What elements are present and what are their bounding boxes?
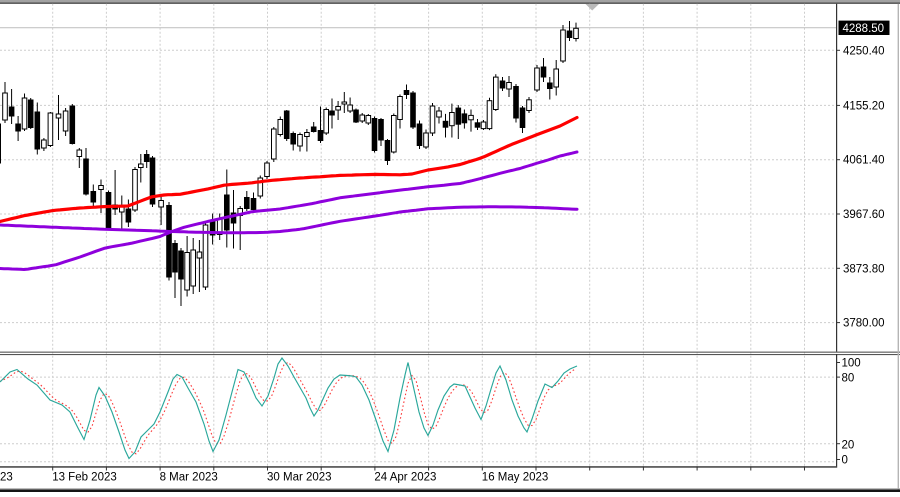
svg-text:16 May 2023: 16 May 2023 <box>482 472 549 484</box>
svg-text:80: 80 <box>842 373 855 385</box>
svg-text:3780.00: 3780.00 <box>843 318 885 330</box>
svg-text:4155.20: 4155.20 <box>843 100 885 112</box>
svg-text:24 Apr 2023: 24 Apr 2023 <box>374 472 436 484</box>
svg-text:4061.40: 4061.40 <box>843 155 885 167</box>
svg-text:0: 0 <box>842 455 848 467</box>
svg-text:4250.40: 4250.40 <box>843 45 885 57</box>
svg-text:3967.60: 3967.60 <box>843 209 885 221</box>
svg-text:23: 23 <box>0 472 13 484</box>
svg-text:3873.80: 3873.80 <box>843 263 885 275</box>
svg-text:20: 20 <box>842 440 855 452</box>
svg-text:13 Feb 2023: 13 Feb 2023 <box>52 472 117 484</box>
svg-text:30 Mar 2023: 30 Mar 2023 <box>267 472 332 484</box>
svg-text:4288.50: 4288.50 <box>843 23 885 35</box>
svg-text:100: 100 <box>842 358 861 370</box>
svg-text:8 Mar 2023: 8 Mar 2023 <box>160 472 218 484</box>
